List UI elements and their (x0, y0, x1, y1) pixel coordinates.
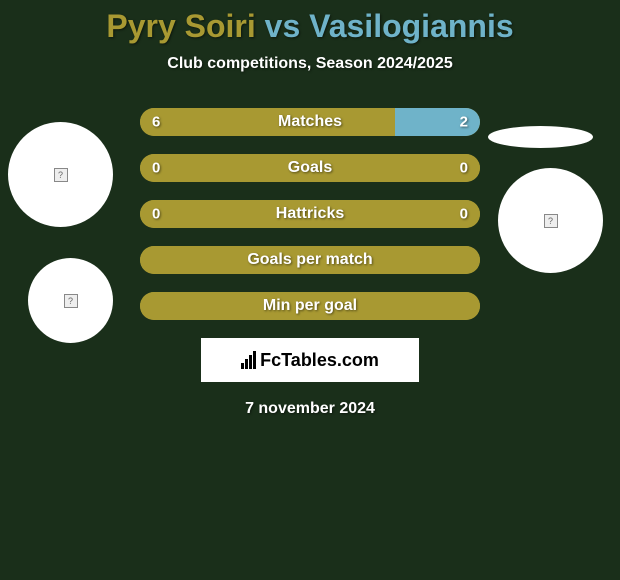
comparison-title: Pyry Soiri vs Vasilogiannis (0, 0, 620, 45)
footer-brand-box: FcTables.com (201, 338, 419, 382)
stat-bar-row: Matches 6 2 (140, 108, 480, 136)
date-text: 7 november 2024 (0, 400, 620, 418)
decorative-ellipse (488, 126, 593, 148)
subtitle: Club competitions, Season 2024/2025 (0, 55, 620, 73)
player-avatar-right: ? (498, 168, 603, 273)
stat-label: Min per goal (263, 297, 357, 315)
stat-value-left: 0 (152, 206, 160, 223)
placeholder-icon: ? (544, 214, 558, 228)
stat-bar-row: Goals per match (140, 246, 480, 274)
stat-bar-row: Hattricks 0 0 (140, 200, 480, 228)
vs-text: vs (265, 8, 301, 44)
player-avatar-top-left: ? (8, 122, 113, 227)
player2-name: Vasilogiannis (309, 8, 514, 44)
stat-value-right: 2 (460, 114, 468, 131)
stat-bar-row: Min per goal (140, 292, 480, 320)
footer-logo: FcTables.com (241, 350, 379, 371)
stat-value-left: 6 (152, 114, 160, 131)
bars-icon (241, 351, 256, 369)
stat-value-left: 0 (152, 160, 160, 177)
player-avatar-bottom-left: ? (28, 258, 113, 343)
bar-segment-left (140, 154, 310, 182)
player1-name: Pyry Soiri (106, 8, 255, 44)
stat-value-right: 0 (460, 160, 468, 177)
stat-label: Hattricks (276, 205, 344, 223)
bar-segment-left (140, 108, 395, 136)
stat-label: Goals per match (247, 251, 372, 269)
stat-bar-row: Goals 0 0 (140, 154, 480, 182)
bar-segment-right (310, 154, 480, 182)
stat-label: Matches (278, 113, 342, 131)
placeholder-icon: ? (64, 294, 78, 308)
placeholder-icon: ? (54, 168, 68, 182)
stat-bars: Matches 6 2 Goals 0 0 Hattricks 0 0 Goals per mat… (140, 108, 480, 320)
stat-value-right: 0 (460, 206, 468, 223)
footer-brand-text: FcTables.com (260, 350, 379, 371)
stat-label: Goals (288, 159, 332, 177)
